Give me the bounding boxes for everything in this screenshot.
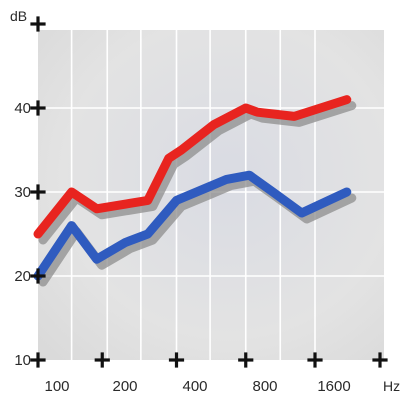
x-tick-labels: 100 200 400 800 1600 (44, 378, 350, 395)
y-axis-unit-label: dB (10, 8, 27, 24)
x-tick-label: 800 (252, 378, 277, 395)
y-tick-label: 10 (14, 352, 31, 369)
series-1-line (33, 95, 352, 239)
y-axis-cross-40 (30, 100, 46, 116)
y-tick-label: 20 (14, 268, 31, 285)
x-tick-label: 1600 (317, 378, 350, 395)
x-axis-cross-200 (94, 352, 110, 368)
y-axis-cross-10 (30, 352, 46, 368)
x-tick-label: 400 (182, 378, 207, 395)
x-axis-cross-2250 (372, 352, 388, 368)
series-layer (33, 95, 357, 287)
y-axis-cross-30 (30, 184, 46, 200)
x-axis-cross-800 (238, 352, 254, 368)
x-axis-cross-1600 (307, 352, 323, 368)
x-tick-label: 200 (112, 378, 137, 395)
y-tick-labels: 10 20 30 40 (14, 100, 31, 369)
x-axis-unit-label: Hz (383, 378, 400, 394)
y-axis-cross-20 (30, 268, 46, 284)
y-axis-cross-50 (30, 16, 46, 32)
x-tick-label: 100 (44, 378, 69, 395)
y-tick-label: 30 (14, 184, 31, 201)
x-axis-cross-400 (168, 352, 185, 368)
y-tick-label: 40 (14, 100, 31, 117)
axis-tick-marks (30, 16, 388, 368)
series-2-line (33, 170, 352, 281)
